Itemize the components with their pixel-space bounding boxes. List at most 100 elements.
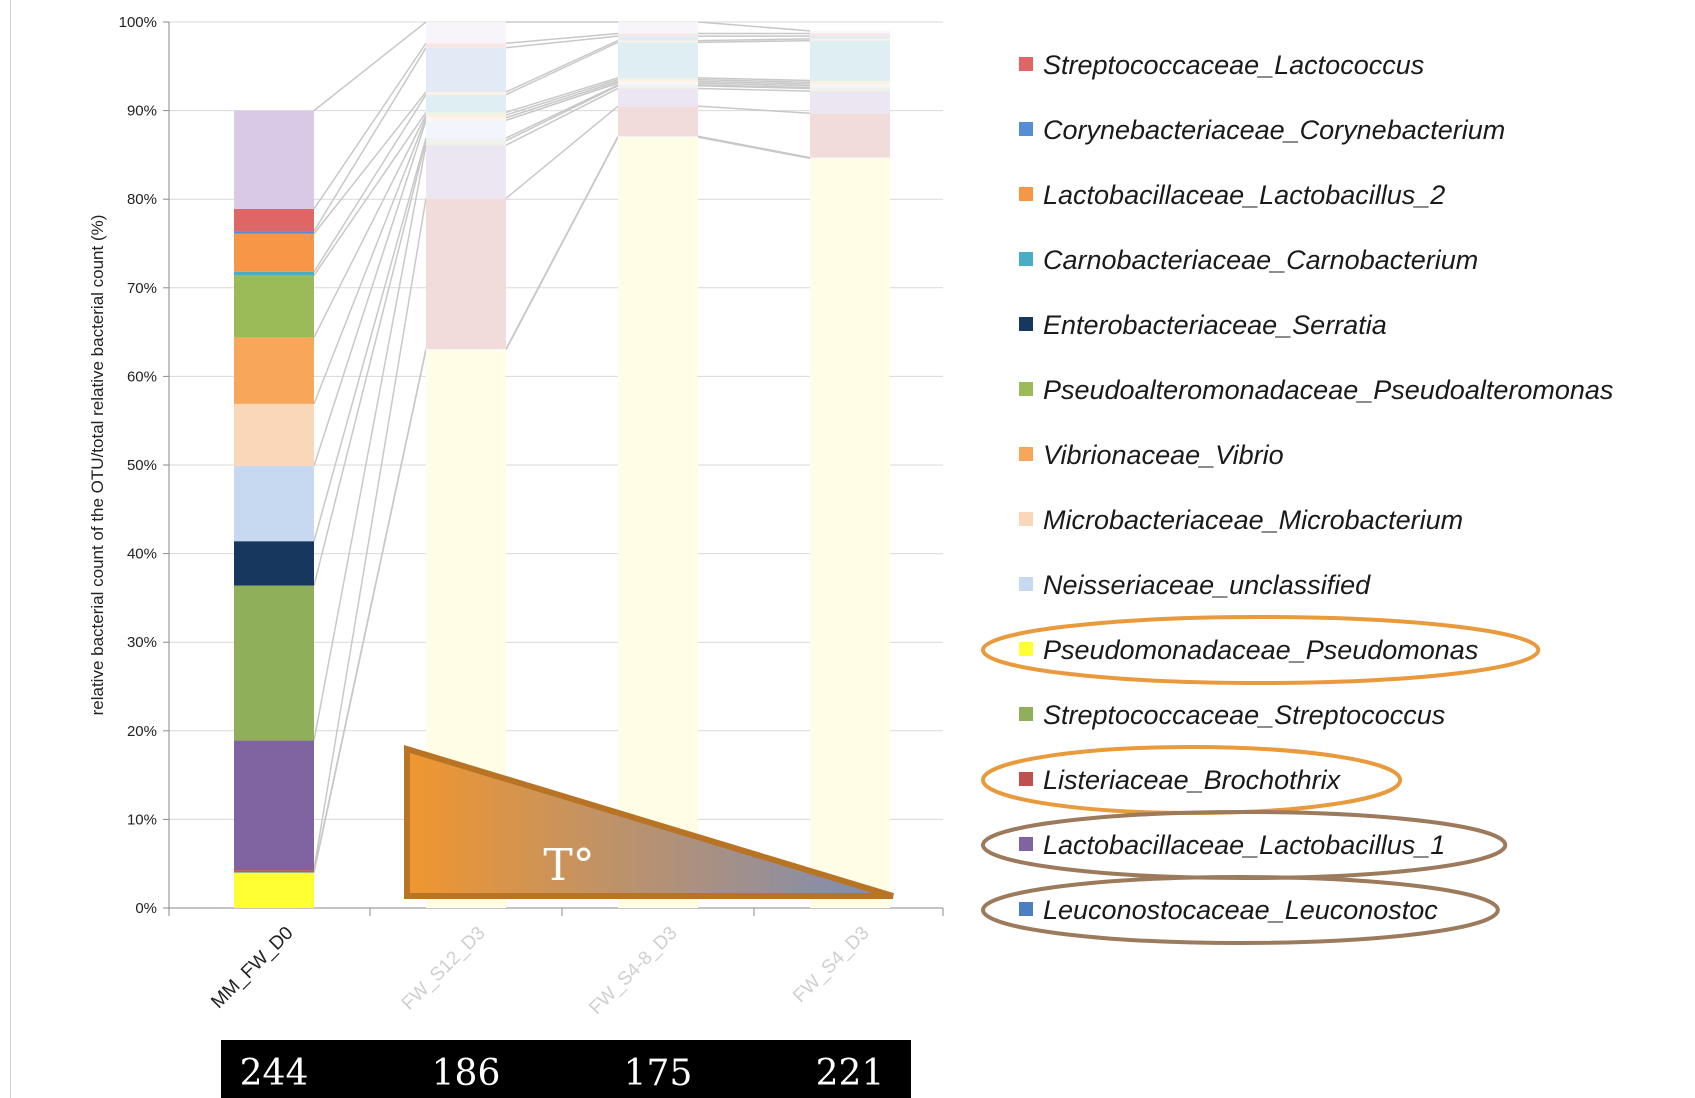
legend-highlight-ellipse-pseudomonadaceae-pseudomonas (981, 615, 1541, 685)
y-tick-label: 10% (127, 811, 157, 828)
bar-segment-lactobacillaceae-lactobacillus-1-fw-s12-d3 (426, 145, 506, 199)
y-tick-label: 40% (127, 546, 157, 563)
bar-segment-other-otus-mm-fw-d0 (234, 110, 314, 209)
bar-segment-carnobacteriaceae-carnobacterium-fw-s12-d3 (426, 94, 506, 113)
y-tick-label: 90% (127, 103, 157, 120)
legend-swatch-corynebacteriaceae-corynebacterium (1019, 122, 1033, 136)
bar-segment-listeriaceae-brochothrix-mm-fw-d0 (234, 869, 314, 871)
y-tick-label: 20% (127, 723, 157, 740)
count-label-fw-s4-8-d3: 175 (624, 1053, 693, 1094)
legend-label-microbacteriaceae-microbacterium: Microbacteriaceae_Microbacterium (1043, 505, 1463, 535)
bar-segment-microbacteriaceae-microbacterium-fw-s4-8-d3 (618, 81, 698, 84)
connector-line (697, 136, 811, 160)
bar-segment-leuconostocaceae-leuconostoc-fw-s12-d3 (426, 348, 506, 350)
legend-label-neisseriaceae-unclassified: Neisseriaceae_unclassified (1043, 570, 1371, 600)
bar-segment-carnobacteriaceae-carnobacterium-fw-s4-d3 (810, 40, 890, 81)
bar-segment-corynebacteriaceae-corynebacterium-fw-s4-d3 (810, 36, 890, 39)
bar-segment-pseudoalteromonadaceae-pseudoalteromonas-fw-s4-8-d3 (618, 77, 698, 80)
connector-line (697, 38, 811, 42)
x-tick-label-mm-fw-d0: MM_FW_D0 (207, 923, 297, 1013)
legend-swatch-lactobacillaceae-lactobacillus-2 (1019, 187, 1033, 201)
connector-line (697, 135, 811, 159)
legend-label-lactobacillaceae-lactobacillus-1: Lactobacillaceae_Lactobacillus_1 (1043, 830, 1445, 860)
connector-line (697, 21, 811, 32)
connector-line (505, 32, 619, 45)
x-tick-label-fw-s12-d3: FW_S12_D3 (398, 923, 490, 1015)
y-tick-label: 100% (119, 14, 157, 31)
bar-segment-streptococcaceae-lactococcus-fw-s12-d3 (426, 43, 506, 48)
bar-segment-other-otus-fw-s12-d3 (426, 22, 506, 44)
legend-swatch-streptococcaceae-streptococcus (1019, 707, 1033, 721)
connector-line (505, 80, 619, 119)
bar-segment-vibrionaceae-vibrio-fw-s4-d3 (810, 82, 890, 85)
bar-segment-corynebacteriaceae-corynebacterium-fw-s4-8-d3 (618, 36, 698, 41)
bar-segment-listeriaceae-brochothrix-fw-s4-d3 (810, 113, 890, 158)
bar-segment-lactobacillaceae-lactobacillus-2-fw-s12-d3 (426, 91, 506, 95)
bar-segment-vibrionaceae-vibrio-mm-fw-d0 (234, 337, 314, 404)
connector-line (505, 39, 619, 93)
bar-segment-streptococcaceae-lactococcus-fw-s4-8-d3 (618, 33, 698, 37)
legend-label-leuconostocaceae-leuconostoc: Leuconostocaceae_Leuconostoc (1043, 895, 1438, 925)
y-tick-label: 70% (127, 280, 157, 297)
connector-line (505, 35, 619, 49)
bar-segment-pseudoalteromonadaceae-pseudoalteromonas-mm-fw-d0 (234, 275, 314, 338)
count-label-mm-fw-d0: 244 (240, 1053, 309, 1094)
connector-line (313, 42, 427, 210)
temperature-triangle (404, 744, 894, 899)
legend-swatch-neisseriaceae-unclassified (1019, 577, 1033, 591)
bar-segment-streptococcaceae-lactococcus-fw-s4-d3 (810, 33, 890, 37)
bar-segment-neisseriaceae-unclassified-fw-s4-8-d3 (618, 83, 698, 85)
legend-label-streptococcaceae-streptococcus: Streptococcaceae_Streptococcus (1043, 700, 1445, 730)
bar-segment-pseudoalteromonadaceae-pseudoalteromonas-fw-s4-d3 (810, 80, 890, 83)
bar-segment-other-otus-fw-s4-8-d3 (618, 22, 698, 34)
axes: 0% 10% 20% 30% 40% 50% 60% 70% 80% 90% 100% (119, 14, 944, 917)
connector-line (313, 145, 427, 741)
bar-segment-streptococcaceae-lactococcus-mm-fw-d0 (234, 208, 314, 232)
connector-line (505, 87, 619, 146)
connector-line (505, 135, 619, 350)
connector-line (313, 348, 427, 871)
bars (234, 22, 890, 909)
y-axis-label: relative bacterial count of the OTU/tota… (88, 215, 107, 716)
connector-line (313, 198, 427, 870)
bar-segment-other-otus-fw-s4-d3 (810, 30, 890, 34)
connector-line (697, 85, 811, 90)
connector-line (697, 105, 811, 115)
bar-segment-lactobacillaceae-lactobacillus-2-fw-s4-8-d3 (618, 40, 698, 43)
bar-segment-streptococcaceae-streptococcus-mm-fw-d0 (234, 585, 314, 741)
legend-swatch-microbacteriaceae-microbacterium (1019, 512, 1033, 526)
legend-label-lactobacillaceae-lactobacillus-2: Lactobacillaceae_Lactobacillus_2 (1043, 180, 1445, 210)
bar-segment-corynebacteriaceae-corynebacterium-fw-s12-d3 (426, 47, 506, 92)
legend-swatch-listeriaceae-brochothrix (1019, 772, 1033, 786)
connector-line (313, 94, 427, 273)
legend-swatch-carnobacteriaceae-carnobacterium (1019, 252, 1033, 266)
bar-segment-pseudoalteromonadaceae-pseudoalteromonas-fw-s12-d3 (426, 112, 506, 116)
connector-line (697, 87, 811, 92)
bar-segment-lactobacillaceae-lactobacillus-2-mm-fw-d0 (234, 233, 314, 272)
temperature-annotation: T° (404, 744, 894, 899)
bar-segment-leuconostocaceae-leuconostoc-fw-s4-d3 (810, 157, 890, 159)
x-tick-labels: MM_FW_D0 FW_S12_D3 FW_S4-8_D3 FW_S4_D3 (207, 923, 873, 1019)
bar-segment-enterobacteriaceae-serratia-fw-s12-d3 (426, 138, 506, 141)
legend-label-pseudomonadaceae-pseudomonas: Pseudomonadaceae_Pseudomonas (1043, 635, 1478, 665)
connector-line (505, 105, 619, 199)
bar-segment-leuconostocaceae-leuconostoc-fw-s4-8-d3 (618, 136, 698, 138)
y-tick-label: 50% (127, 457, 157, 474)
connector-line (505, 77, 619, 114)
x-tick-label-fw-s4-d3: FW_S4_D3 (789, 923, 873, 1007)
bar-segment-neisseriaceae-unclassified-fw-s12-d3 (426, 120, 506, 139)
bar-segment-carnobacteriaceae-carnobacterium-fw-s4-8-d3 (618, 42, 698, 78)
bar-segment-microbacteriaceae-microbacterium-mm-fw-d0 (234, 403, 314, 466)
connector-line (313, 140, 427, 586)
legend-swatch-pseudoalteromonadaceae-pseudoalteromonas (1019, 382, 1033, 396)
bar-segment-listeriaceae-brochothrix-fw-s4-8-d3 (618, 106, 698, 137)
bar-segment-streptococcaceae-streptococcus-fw-s12-d3 (426, 140, 506, 146)
legend-swatch-vibrionaceae-vibrio (1019, 447, 1033, 461)
chart-frame: 0% 10% 20% 30% 40% 50% 60% 70% 80% 90% 100% T° MM_… (10, 0, 1695, 1098)
bar-segment-lactobacillaceae-lactobacillus-2-fw-s4-d3 (810, 38, 890, 41)
legend-swatch-enterobacteriaceae-serratia (1019, 317, 1033, 331)
bar-segment-enterobacteriaceae-serratia-mm-fw-d0 (234, 541, 314, 586)
legend-label-streptococcaceae-lactococcus: Streptococcaceae_Lactococcus (1043, 50, 1424, 80)
connector-line (505, 82, 619, 122)
bar-segment-enterobacteriaceae-serratia-fw-s4-8-d3 (618, 84, 698, 86)
